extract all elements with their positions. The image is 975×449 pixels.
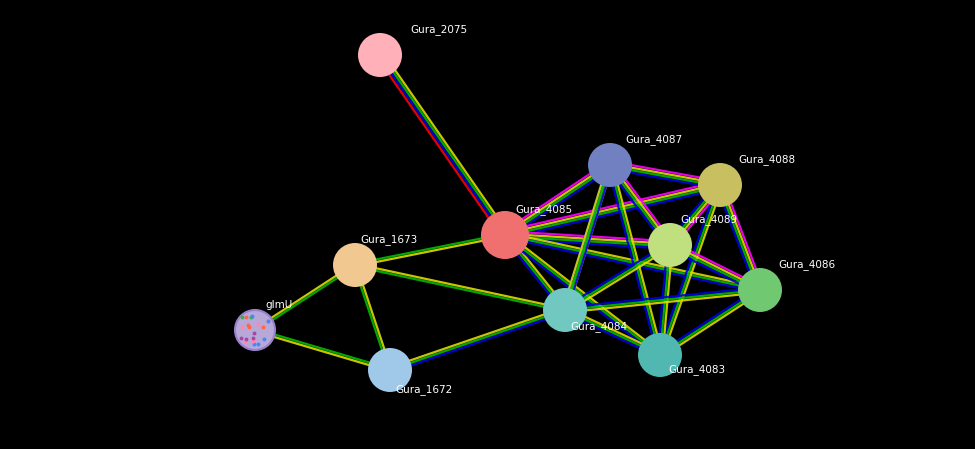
Text: Gura_4087: Gura_4087 [625, 134, 682, 145]
Circle shape [358, 33, 402, 77]
Circle shape [698, 163, 742, 207]
Text: Gura_4088: Gura_4088 [738, 154, 796, 165]
Text: Gura_1672: Gura_1672 [395, 384, 452, 395]
Circle shape [481, 211, 529, 259]
Circle shape [738, 268, 782, 312]
Circle shape [368, 348, 412, 392]
Circle shape [543, 288, 587, 332]
Text: Gura_4084: Gura_4084 [570, 321, 627, 332]
Text: Gura_4086: Gura_4086 [778, 259, 836, 270]
Circle shape [648, 223, 692, 267]
Text: Gura_1673: Gura_1673 [360, 234, 417, 245]
Text: Gura_4089: Gura_4089 [680, 214, 737, 225]
Circle shape [588, 143, 632, 187]
Text: glmU: glmU [265, 300, 292, 310]
Circle shape [333, 243, 377, 287]
Text: Gura_4085: Gura_4085 [515, 204, 572, 215]
Circle shape [638, 333, 682, 377]
Text: Gura_2075: Gura_2075 [410, 24, 467, 35]
Circle shape [235, 310, 275, 350]
Text: Gura_4083: Gura_4083 [668, 364, 725, 375]
